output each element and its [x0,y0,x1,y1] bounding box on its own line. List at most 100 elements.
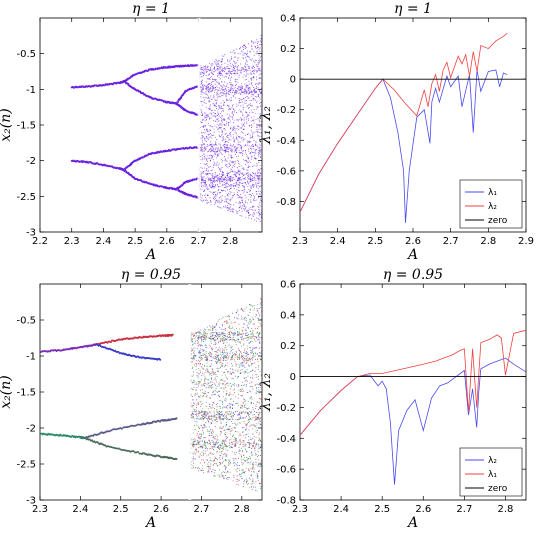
chaos-point [248,148,249,150]
chaos-point [214,446,216,448]
chaos-point [221,153,223,155]
chaos-point [241,72,243,74]
chaos-point [205,71,207,73]
chaos-point [240,89,242,91]
chaos-point [200,186,202,188]
x-tick-label: 2.6 [153,504,169,515]
chaos-point [222,90,224,91]
chaos-point [237,431,239,433]
chaos-point [200,138,202,140]
chaos-point [207,194,209,196]
chaos-point [241,146,243,148]
chaos-point [253,175,255,177]
chaos-point [252,91,254,93]
chaos-point [215,79,217,81]
chaos-point [210,186,212,188]
chaos-point [199,397,201,399]
chaos-point [258,182,260,184]
chaos-point [237,125,239,127]
chaos-point [218,105,219,107]
chaos-point [243,93,245,95]
chaos-point [234,78,236,80]
chaos-point [216,367,218,369]
chaos-point [216,75,218,77]
chaos-point [243,186,245,188]
chaos-point [242,371,244,373]
y-tick-label: -0.5 [16,316,36,327]
chaos-point [249,336,251,338]
chaos-point [196,413,198,415]
chaos-point [219,72,221,74]
chaos-point [250,338,252,340]
chaos-point [238,202,240,204]
chaos-point [245,60,247,62]
chaos-point [237,341,239,342]
plot-area [40,284,262,500]
chaos-point [247,56,249,58]
chaos-point [250,199,252,201]
chaos-point [243,191,245,193]
chaos-point [251,91,253,92]
chaos-point [259,69,261,71]
chaos-point [257,331,259,333]
chaos-point [252,94,254,96]
chaos-point [238,334,240,336]
chaos-point [247,338,249,340]
chaos-point [210,178,212,180]
chaos-point [232,177,233,179]
chaos-point [243,69,245,71]
chaos-point [248,372,250,374]
chaos-point [202,181,204,183]
chaos-point [209,88,211,90]
chaos-point [204,334,205,336]
chaos-point [231,167,233,169]
chaos-point [259,175,261,176]
chaos-point [214,459,215,461]
chaos-point [250,109,252,111]
chaos-point [241,196,243,198]
chaos-point [191,406,193,408]
chaos-point [229,108,231,110]
chaos-point [210,76,212,77]
chaos-point [219,360,220,361]
chaos-point [236,134,238,136]
chaos-point [214,444,216,446]
chaos-point [238,439,240,441]
chaos-point [211,137,213,139]
chaos-point [259,213,261,215]
chaos-point [249,58,251,60]
chaos-point [246,325,248,327]
chaos-point [226,172,228,174]
chaos-point [241,83,243,85]
chaos-point [212,85,214,87]
branch-point [126,449,129,452]
chaos-point [207,98,209,99]
chaos-point [223,84,224,86]
chaos-point [214,125,216,127]
chaos-point [237,57,239,59]
chaos-point [251,45,253,47]
chaos-point [206,202,208,204]
chaos-point [235,132,237,134]
chaos-point [249,385,251,387]
chaos-point [204,112,206,114]
chaos-point [225,201,227,202]
chaos-point [202,170,204,172]
chaos-point [225,205,227,207]
chaos-point [258,417,260,419]
chaos-point [238,126,240,128]
chaos-point [227,149,229,151]
chaos-point [204,137,206,139]
chaos-point [224,176,226,178]
chaos-point [233,52,235,54]
plot-area [70,18,262,232]
chaos-point [218,383,220,385]
chaos-point [251,125,253,127]
chaos-point [194,334,196,336]
chaos-point [217,149,219,151]
chaos-point [256,376,258,378]
chaos-point [237,52,239,54]
chaos-point [217,93,218,95]
chaos-point [222,67,223,69]
chaos-point [251,58,253,60]
